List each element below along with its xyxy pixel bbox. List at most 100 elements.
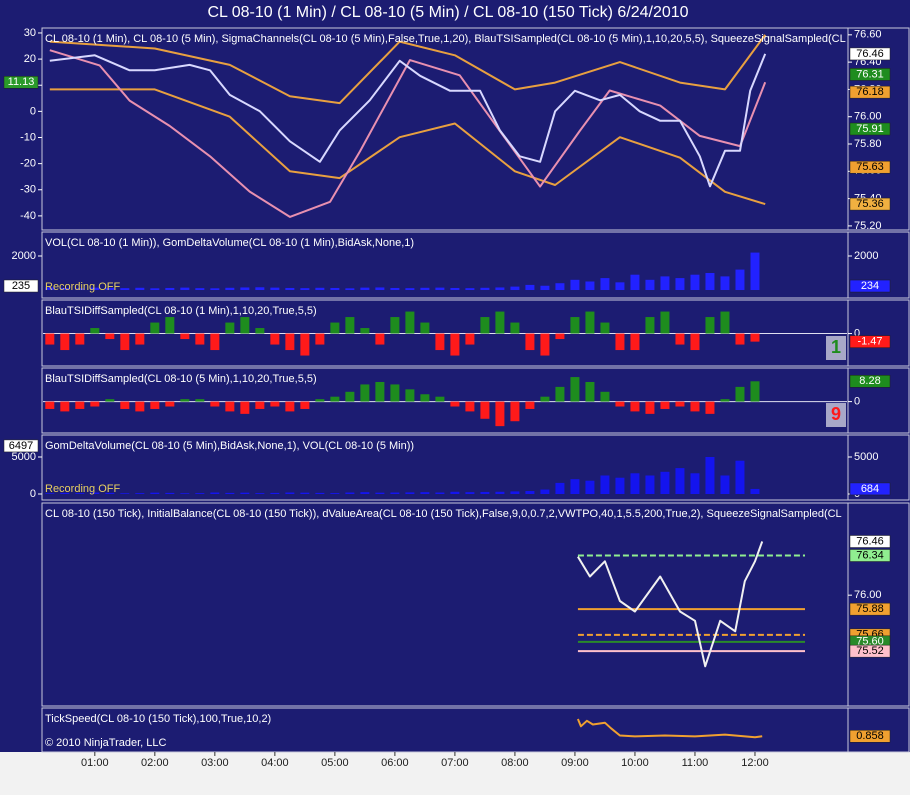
value-marker-label: 75.36 — [856, 198, 884, 210]
chart-title: CL 08-10 (1 Min) / CL 08-10 (5 Min) / CL… — [207, 4, 688, 21]
bar — [420, 322, 430, 334]
bar — [45, 493, 55, 494]
axis-panel — [847, 299, 910, 367]
y-tick-label: 76.00 — [854, 589, 882, 601]
bar — [630, 473, 640, 494]
value-marker — [849, 482, 891, 496]
bar — [705, 272, 715, 291]
bar — [360, 287, 370, 291]
series-line — [49, 88, 766, 206]
bar — [390, 384, 400, 402]
bar — [210, 401, 220, 407]
bar — [60, 401, 70, 412]
value-marker — [849, 47, 891, 61]
bar — [450, 333, 460, 356]
bar — [435, 287, 445, 291]
bar — [360, 492, 370, 494]
value-marker-label: 75.88 — [856, 603, 884, 615]
bar — [315, 399, 325, 402]
bar — [585, 311, 595, 334]
value-marker — [3, 76, 39, 89]
bar — [240, 317, 250, 334]
bar — [570, 377, 580, 402]
y-tick-label: 5000 — [12, 451, 36, 463]
y-tick-label: -20 — [20, 158, 36, 170]
bar — [135, 333, 145, 345]
bar — [420, 287, 430, 291]
bar — [720, 311, 730, 334]
bar — [225, 322, 235, 334]
bar — [120, 288, 130, 291]
bar — [600, 322, 610, 334]
value-marker-label: 75.63 — [856, 161, 884, 173]
bar — [345, 288, 355, 291]
bar — [105, 492, 115, 494]
bar — [375, 381, 385, 402]
bar — [735, 269, 745, 291]
bar — [240, 401, 250, 414]
bar — [225, 401, 235, 412]
bar — [615, 477, 625, 494]
x-tick-label: 07:00 — [441, 757, 469, 769]
bar — [75, 288, 85, 291]
bar — [660, 311, 670, 334]
bar — [465, 401, 475, 412]
bar — [45, 401, 55, 409]
bar — [120, 493, 130, 494]
bar — [255, 287, 265, 291]
value-marker — [849, 644, 891, 658]
panel-title: CL 08-10 (150 Tick), InitialBalance(CL 0… — [45, 508, 842, 520]
bar — [60, 492, 70, 494]
bar — [195, 399, 205, 402]
bar — [495, 287, 505, 291]
bar — [645, 317, 655, 334]
bar — [660, 471, 670, 494]
bar — [300, 288, 310, 291]
plot-area: CL 08-10 (1 Min), CL 08-10 (5 Min), Sigm… — [45, 33, 846, 218]
bar — [570, 279, 580, 291]
axis-panel — [847, 707, 910, 753]
y-tick-label: 5000 — [854, 451, 878, 463]
bar — [315, 287, 325, 291]
bar — [495, 491, 505, 494]
plot-area: BlauTSIDiffSampled(CL 08-10 (5 Min),1,10… — [43, 373, 847, 427]
bar — [150, 401, 160, 409]
panel — [41, 707, 849, 753]
value-marker — [849, 535, 891, 548]
y-tick-label: -30 — [20, 184, 36, 196]
bar — [60, 333, 70, 351]
bar — [285, 287, 295, 291]
bar — [225, 287, 235, 291]
x-tick-label: 02:00 — [141, 757, 169, 769]
bar — [630, 333, 640, 351]
bar — [690, 333, 700, 351]
bar — [135, 401, 145, 412]
bar — [375, 287, 385, 291]
bar — [420, 492, 430, 494]
bar — [405, 492, 415, 494]
value-marker-label: 76.31 — [856, 68, 884, 80]
bar — [615, 401, 625, 407]
bar — [570, 479, 580, 494]
bar — [465, 288, 475, 291]
bar — [165, 317, 175, 334]
bar — [750, 252, 760, 291]
value-marker — [849, 335, 891, 348]
x-tick-label: 03:00 — [201, 757, 229, 769]
bar — [330, 287, 340, 291]
bar — [645, 475, 655, 494]
bar — [735, 460, 745, 494]
bar — [615, 282, 625, 291]
bar — [45, 333, 55, 345]
bar — [195, 288, 205, 291]
panel — [41, 27, 849, 231]
bar — [195, 333, 205, 345]
value-marker-label: 0.858 — [856, 730, 884, 742]
bar — [570, 317, 580, 334]
value-marker — [849, 197, 891, 211]
value-marker — [849, 122, 891, 136]
bar — [390, 287, 400, 291]
bar — [285, 492, 295, 494]
bar — [585, 281, 595, 291]
bar — [690, 401, 700, 412]
